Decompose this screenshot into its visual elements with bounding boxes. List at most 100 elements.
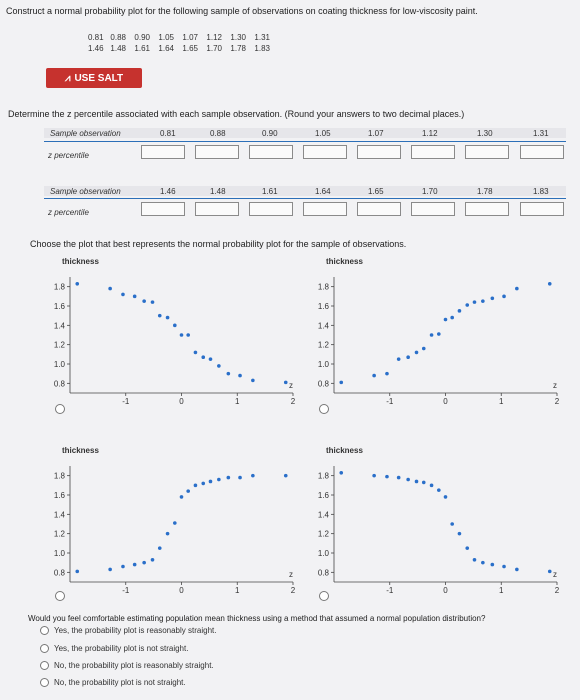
z-percentile-input[interactable] — [357, 145, 401, 159]
instruction-text: Determine the z percentile associated wi… — [8, 109, 465, 119]
answer-radio[interactable] — [40, 644, 49, 653]
answer-option[interactable]: No, the probability plot is not straight… — [40, 678, 186, 687]
z-percentile-input[interactable] — [411, 202, 455, 216]
z-percentile-input[interactable] — [195, 202, 239, 216]
z-percentile-input[interactable] — [141, 145, 185, 159]
y-tick-label: 0.8 — [318, 568, 330, 577]
data-point — [472, 557, 477, 562]
data-point — [396, 475, 401, 480]
z-percentile-input[interactable] — [249, 145, 293, 159]
observation-value: 1.65 — [182, 44, 198, 53]
observation-value: 0.90 — [134, 33, 150, 42]
table-header-value: 1.65 — [368, 187, 384, 196]
data-point — [490, 562, 495, 567]
x-tick-label: 0 — [443, 586, 448, 594]
data-point — [108, 567, 112, 572]
observation-value: 0.88 — [110, 33, 126, 42]
data-point — [150, 300, 155, 304]
plot-option-radio-1[interactable] — [55, 404, 65, 414]
data-point — [165, 315, 170, 320]
data-point — [457, 531, 462, 536]
y-tick-label: 0.8 — [318, 379, 330, 388]
salt-label: USE SALT — [74, 72, 124, 84]
answer-radio[interactable] — [40, 661, 49, 670]
data-point — [372, 373, 376, 378]
question-text: Construct a normal probability plot for … — [6, 6, 478, 16]
x-tick-label: 1 — [235, 586, 240, 594]
data-point — [75, 281, 80, 286]
z-percentile-input[interactable] — [465, 202, 509, 216]
table2-rule — [44, 198, 566, 199]
z-percentile-input[interactable] — [357, 202, 401, 216]
z-percentile-input[interactable] — [520, 202, 564, 216]
data-point — [193, 350, 198, 355]
data-point — [437, 488, 441, 492]
data-point — [450, 522, 454, 526]
answer-label: Yes, the probability plot is not straigh… — [54, 644, 189, 653]
answer-radio[interactable] — [40, 678, 49, 687]
z-percentile-input[interactable] — [303, 145, 347, 159]
plot-title: thickness — [326, 446, 363, 455]
use-salt-button[interactable]: ⩘ USE SALT — [46, 68, 142, 88]
answer-option[interactable]: Yes, the probability plot is reasonably … — [40, 626, 216, 635]
z-percentile-input[interactable] — [195, 145, 239, 159]
x-axis-label: z — [289, 570, 293, 579]
y-tick-label: 1.6 — [318, 302, 330, 311]
x-tick-label: 2 — [555, 586, 560, 594]
answer-label: No, the probability plot is not straight… — [54, 678, 186, 687]
answer-option[interactable]: Yes, the probability plot is not straigh… — [40, 644, 188, 653]
observation-value: 1.07 — [182, 33, 198, 42]
plot-option-radio-4[interactable] — [319, 591, 329, 601]
table1-label: Sample observation — [50, 129, 121, 138]
plot-option-radio-3[interactable] — [55, 591, 65, 601]
z-percentile-input[interactable] — [249, 202, 293, 216]
data-point — [502, 564, 506, 569]
observation-value: 0.81 — [88, 33, 104, 42]
table-header-value: 1.07 — [368, 129, 384, 138]
z-percentile-input[interactable] — [141, 202, 185, 216]
data-point — [515, 567, 519, 572]
observation-value: 1.61 — [134, 44, 150, 53]
data-point — [465, 546, 470, 550]
data-point — [179, 495, 184, 499]
data-point — [283, 473, 288, 478]
data-point — [490, 296, 495, 301]
data-point — [502, 294, 506, 299]
table-header-value: 1.70 — [422, 187, 438, 196]
data-point — [406, 477, 410, 482]
normal-plot-3: thickness 1.8 1.6 1.4 1.2 1.0 0.8 -1 0 1 2 z — [54, 446, 296, 594]
z-percentile-input[interactable] — [411, 145, 455, 159]
answer-radio[interactable] — [40, 626, 49, 635]
data-point — [179, 333, 184, 337]
table-header-value: 1.46 — [160, 187, 176, 196]
z-percentile-input[interactable] — [303, 202, 347, 216]
table-header-value: 1.48 — [210, 187, 226, 196]
answer-option[interactable]: No, the probability plot is reasonably s… — [40, 661, 214, 670]
data-point — [193, 483, 198, 488]
y-tick-label: 1.8 — [318, 472, 330, 481]
data-point — [385, 474, 389, 479]
data-point — [372, 473, 376, 478]
observation-value: 1.70 — [206, 44, 222, 53]
observation-value: 1.31 — [254, 33, 270, 42]
salt-icon: ⩘ — [64, 72, 71, 84]
y-tick-label: 1.2 — [318, 341, 330, 350]
choose-text: Choose the plot that best represents the… — [30, 239, 407, 249]
plot-option-radio-2[interactable] — [319, 404, 329, 414]
data-point — [472, 300, 477, 304]
data-point — [385, 371, 389, 376]
normal-plot-1: thickness 1.8 1.6 1.4 1.2 1.0 0.8 -1 0 1 2 z — [54, 257, 296, 405]
z-percentile-input[interactable] — [465, 145, 509, 159]
data-point — [226, 371, 231, 376]
plot-title: thickness — [62, 257, 99, 266]
z-percentile-input[interactable] — [520, 145, 564, 159]
table1-header-bg — [44, 128, 566, 138]
data-point — [165, 531, 170, 536]
data-point — [150, 557, 155, 562]
y-tick-label: 1.2 — [318, 530, 330, 539]
data-point — [132, 562, 137, 567]
table-header-value: 0.81 — [160, 129, 176, 138]
final-question: Would you feel comfortable estimating po… — [28, 614, 486, 623]
data-point — [396, 357, 401, 361]
y-tick-label: 1.6 — [54, 302, 66, 311]
